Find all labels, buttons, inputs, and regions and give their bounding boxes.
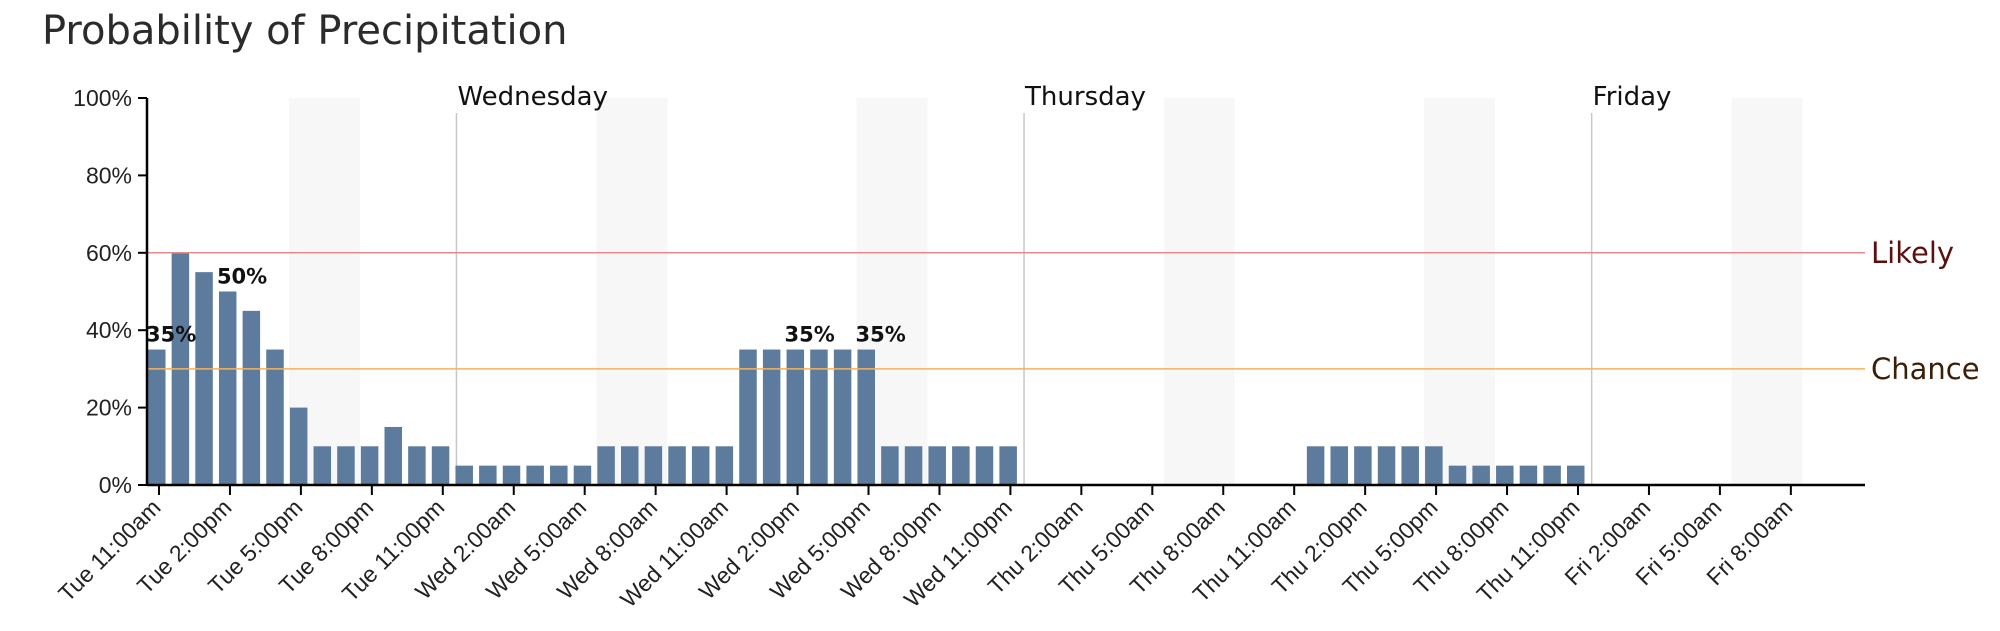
day-label: Wednesday [457, 82, 608, 112]
data-label: 50% [217, 265, 267, 289]
night-bands [288, 98, 1803, 485]
bar [218, 291, 237, 485]
bar [360, 446, 379, 485]
bar [408, 446, 426, 485]
bar [691, 446, 710, 485]
y-tick-label: 60% [86, 240, 132, 266]
chart-title: Probability of Precipitation [42, 8, 568, 54]
bar [1472, 465, 1490, 485]
bar [1543, 465, 1561, 485]
reference-label: Likely [1871, 236, 1954, 270]
bar [148, 349, 166, 485]
day-label: Thursday [1024, 82, 1146, 112]
bar [644, 446, 663, 485]
bar [337, 446, 355, 485]
bar [952, 446, 970, 485]
night-band [1731, 98, 1803, 485]
bar [1306, 446, 1325, 485]
bar [1425, 446, 1443, 485]
bar [928, 446, 946, 485]
bar [1496, 465, 1514, 485]
night-band [1163, 98, 1235, 485]
bar [1330, 446, 1348, 485]
bar [266, 349, 284, 485]
bar [455, 465, 473, 485]
y-tick-label: 0% [99, 472, 132, 498]
bar [762, 349, 781, 485]
bar [1567, 465, 1585, 485]
night-band [596, 98, 668, 485]
day-label: Friday [1593, 82, 1672, 112]
bar [833, 349, 852, 485]
bar [1377, 446, 1396, 485]
bar [479, 465, 497, 485]
bar [1401, 446, 1419, 485]
bar [999, 446, 1017, 485]
bar [526, 465, 544, 485]
bar [384, 426, 402, 485]
bar [881, 446, 899, 485]
bar [975, 446, 994, 485]
bar [904, 446, 923, 485]
bar [857, 349, 875, 485]
bar [289, 407, 308, 485]
data-label: 35% [785, 323, 835, 347]
bar [313, 446, 332, 485]
y-tick-label: 20% [86, 395, 132, 421]
bar [597, 446, 615, 485]
bar [573, 465, 592, 485]
y-tick-label: 100% [73, 85, 132, 111]
data-labels: 35% 50% 35% 35% [146, 265, 906, 347]
bar [431, 446, 450, 485]
y-tick-label: 40% [86, 317, 132, 343]
bar [786, 349, 805, 485]
bar [715, 446, 734, 485]
day-divider-lines: Wednesday Thursday Friday [455, 82, 1672, 485]
bar [242, 310, 261, 485]
bar [502, 465, 521, 485]
reference-lines: Likely Chance [147, 236, 1980, 386]
data-label: 35% [856, 323, 906, 347]
bar [739, 349, 757, 485]
bar [550, 465, 568, 485]
bar [1519, 465, 1538, 485]
y-tick-label: 80% [86, 162, 132, 188]
bar [810, 349, 828, 485]
data-label: 35% [146, 323, 196, 347]
bar [1354, 446, 1372, 485]
bar [621, 446, 639, 485]
bar [1448, 465, 1467, 485]
bar [195, 272, 213, 485]
night-band [1424, 98, 1496, 485]
reference-label: Chance [1871, 352, 1980, 386]
bar [668, 446, 686, 485]
